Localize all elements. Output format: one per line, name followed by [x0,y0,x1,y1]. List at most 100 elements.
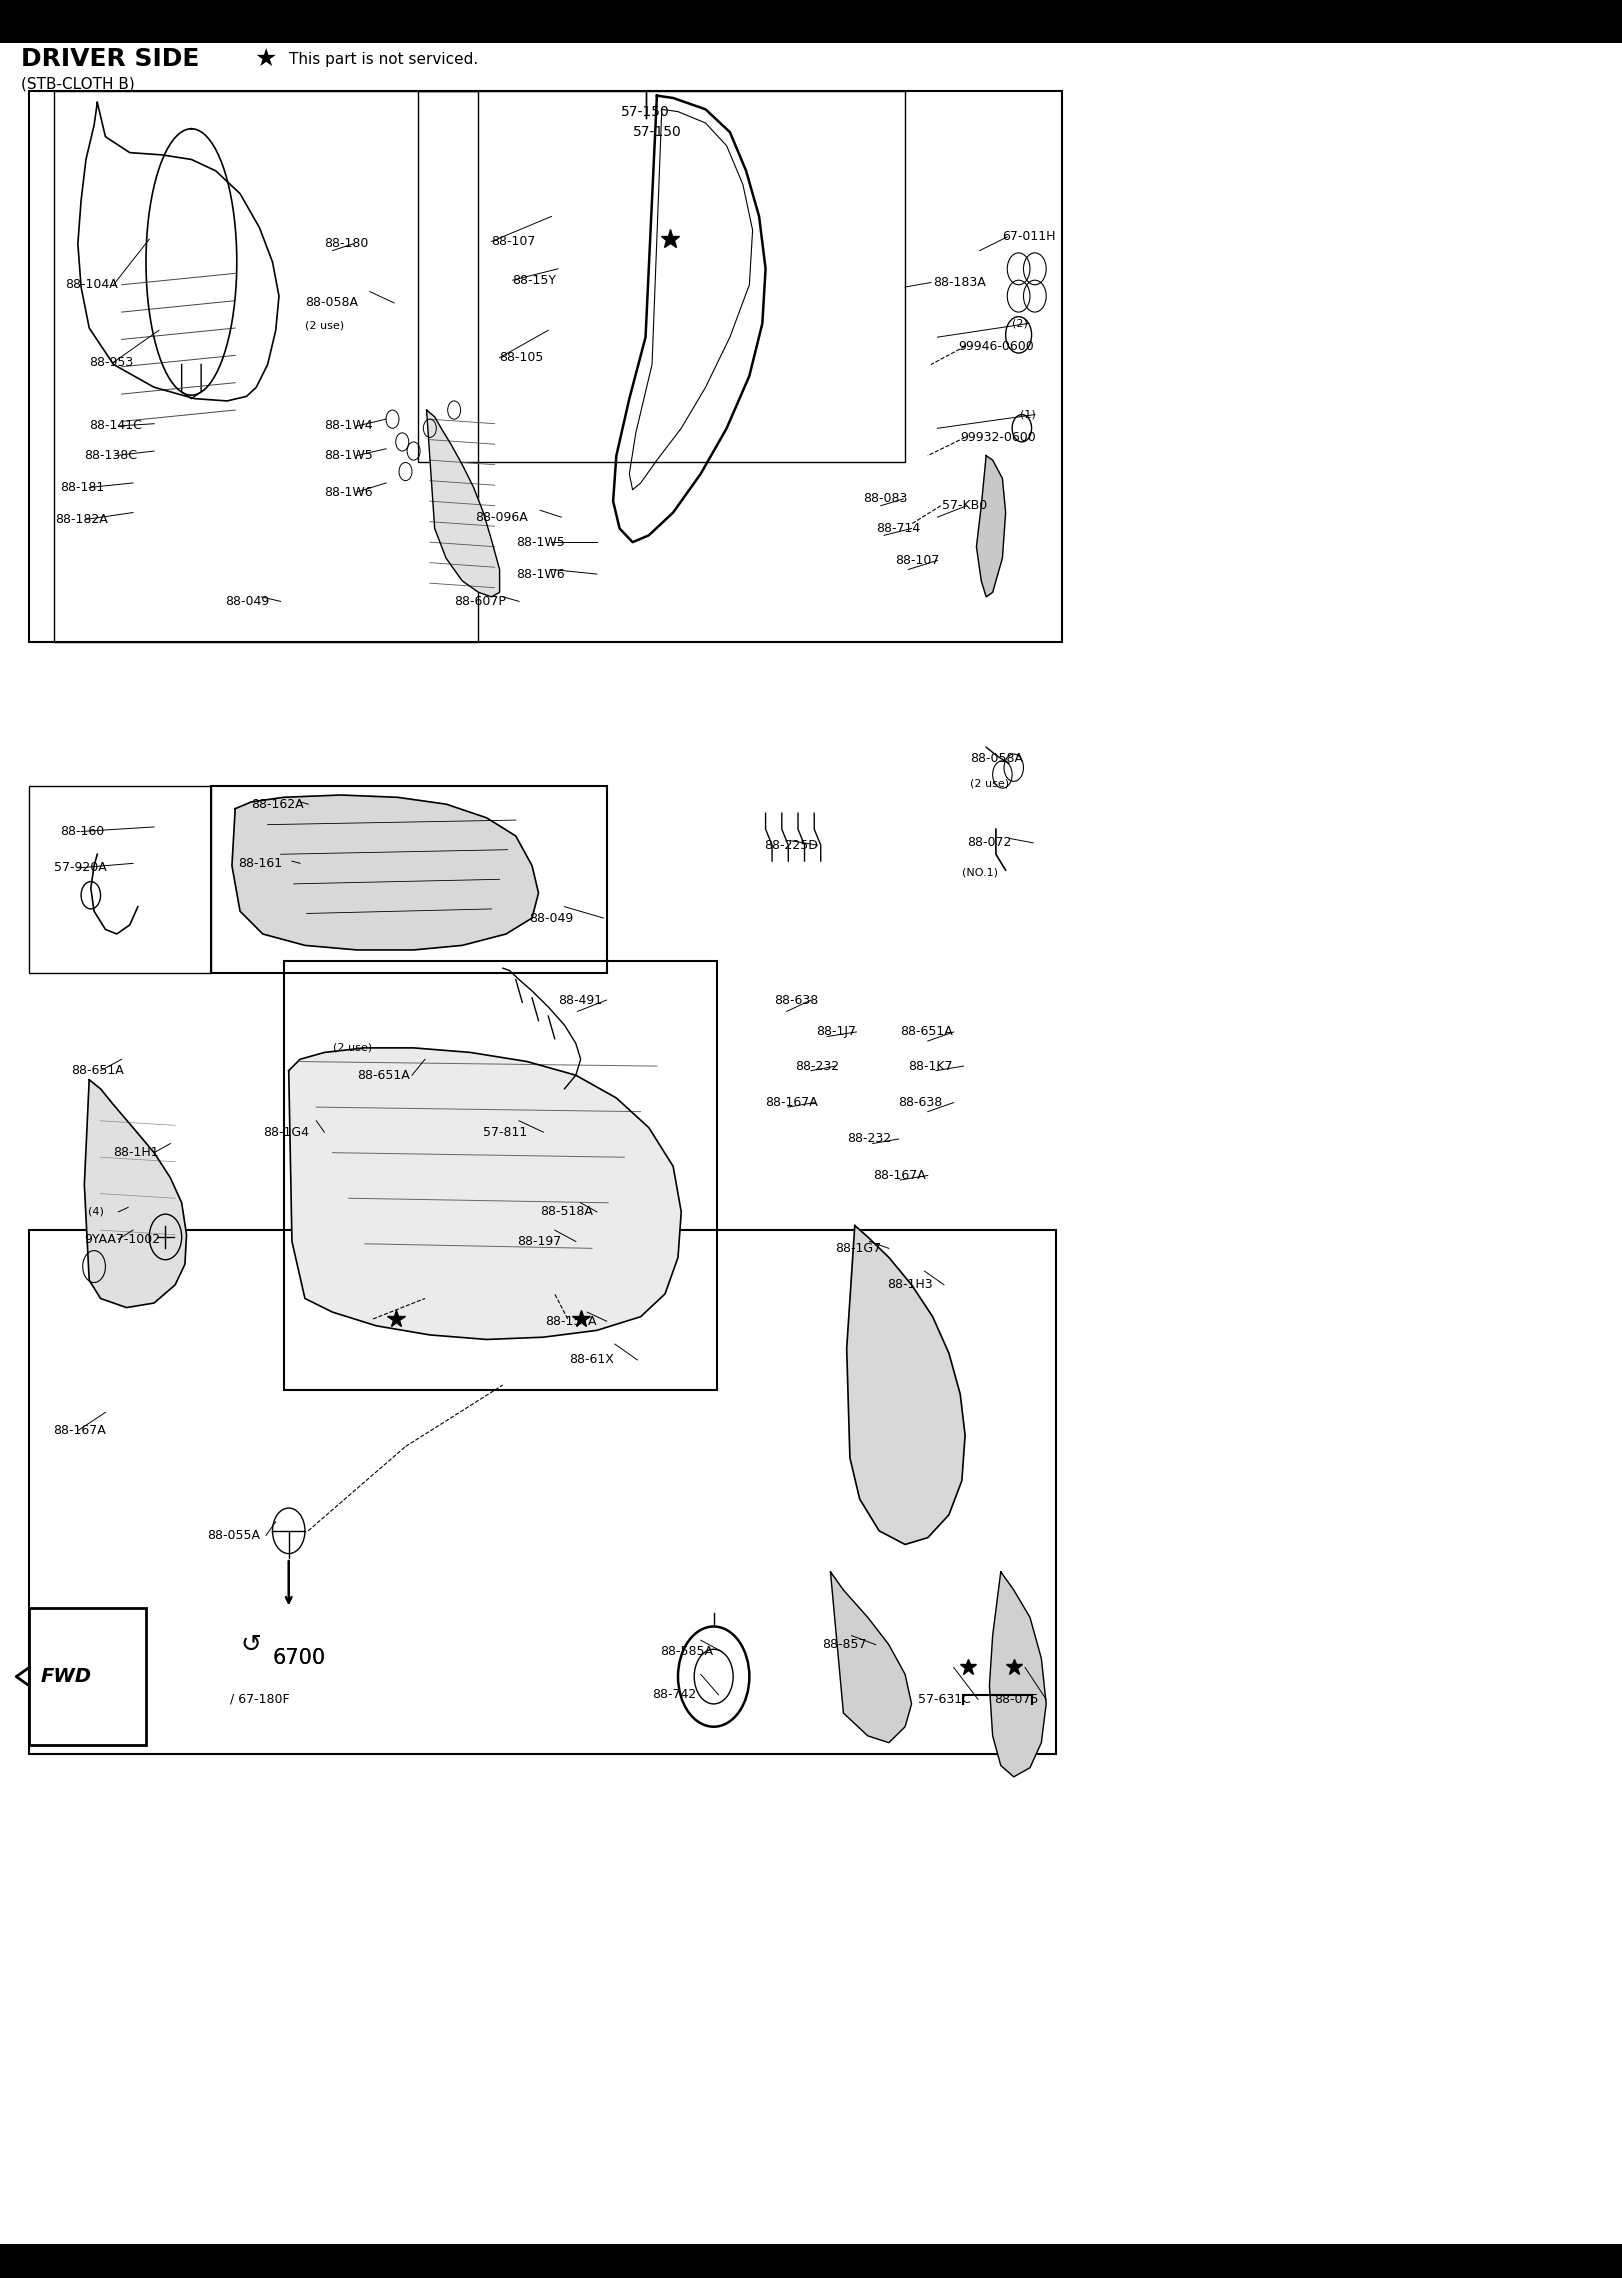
Text: ↺: ↺ [240,1633,261,1656]
Text: 88-049: 88-049 [529,911,573,925]
Text: 88-1W5: 88-1W5 [324,449,373,462]
Text: 99946-0600: 99946-0600 [959,339,1035,353]
Bar [29,91,1062,642]
Bar [29,786,211,973]
Text: 88-651A: 88-651A [357,1068,410,1082]
Text: 88-105: 88-105 [500,351,543,364]
Text: 88-1W6: 88-1W6 [324,485,373,499]
Text: 88-1W5: 88-1W5 [516,535,564,549]
Text: 88-167A: 88-167A [766,1096,819,1109]
Polygon shape [989,1572,1046,1777]
Text: 88-167A: 88-167A [54,1424,107,1437]
Bar [0,0,1622,43]
Text: (2): (2) [1012,319,1028,328]
Text: 88-1H1: 88-1H1 [114,1146,159,1160]
Text: 88-742: 88-742 [652,1688,696,1702]
Text: 88-107: 88-107 [895,554,939,567]
Text: 88-182A: 88-182A [55,513,109,526]
Bar [54,91,478,642]
Bar [29,1230,1056,1754]
Text: 88-049: 88-049 [225,595,269,608]
Text: 57-631C: 57-631C [918,1693,972,1706]
Text: 88-072: 88-072 [967,836,1011,850]
Text: 6700: 6700 [272,1649,326,1667]
Text: 88-1G7: 88-1G7 [835,1242,881,1255]
Text: 88-491: 88-491 [558,993,602,1007]
Text: 88-1J7: 88-1J7 [816,1025,856,1039]
Polygon shape [427,410,500,597]
Text: 57-150: 57-150 [621,105,670,118]
Text: DRIVER SIDE: DRIVER SIDE [21,48,200,71]
Text: 88-15Y: 88-15Y [513,273,556,287]
Text: 88-651A: 88-651A [71,1064,125,1077]
Text: (2 use): (2 use) [333,1043,371,1052]
Text: (2 use): (2 use) [305,321,344,330]
Text: 88-232: 88-232 [795,1059,839,1073]
Text: / 67-180F: / 67-180F [230,1693,290,1706]
Text: 57-KB0: 57-KB0 [942,499,988,513]
Bar [29,1608,146,1745]
Text: 88-232: 88-232 [847,1132,890,1146]
Polygon shape [84,1080,187,1308]
Bar [284,961,717,1390]
Text: 88-651A: 88-651A [900,1025,954,1039]
Text: 88-1K7: 88-1K7 [908,1059,952,1073]
Text: 6700: 6700 [272,1649,326,1667]
Text: 88-162A: 88-162A [251,797,303,811]
Text: 88-638: 88-638 [899,1096,942,1109]
Text: (NO.1): (NO.1) [962,868,998,877]
Text: 88-953: 88-953 [89,355,133,369]
Text: 88-180: 88-180 [324,237,368,251]
Text: 88-141C: 88-141C [89,419,143,433]
Text: FWD: FWD [41,1667,92,1686]
Text: 88-104A: 88-104A [65,278,118,292]
Text: 57-150: 57-150 [633,125,681,139]
Text: 88-518A: 88-518A [540,1205,594,1219]
Text: (2 use): (2 use) [970,779,1009,788]
Text: 57-811: 57-811 [483,1125,527,1139]
Polygon shape [976,456,1006,597]
Bar [418,91,905,462]
Text: 9YAA7-1002: 9YAA7-1002 [84,1232,161,1246]
Text: 88-1G4: 88-1G4 [263,1125,308,1139]
Polygon shape [232,795,539,950]
Text: 88-607P: 88-607P [454,595,506,608]
Text: 88-096A: 88-096A [475,510,529,524]
Text: 99932-0600: 99932-0600 [960,431,1036,444]
Text: 88-055A: 88-055A [208,1529,261,1542]
Text: ★: ★ [255,48,277,71]
Text: 88-167A: 88-167A [873,1169,926,1182]
Text: 88-225D: 88-225D [764,838,817,852]
Text: 67-011H: 67-011H [1002,230,1056,244]
Polygon shape [289,1048,681,1339]
Text: 88-083: 88-083 [863,492,907,506]
Polygon shape [830,1572,912,1743]
Text: 88-1W6: 88-1W6 [516,567,564,581]
Text: 88-1H3: 88-1H3 [887,1278,933,1292]
Text: (STB-CLOTH B): (STB-CLOTH B) [21,77,135,91]
Text: 88-15YA: 88-15YA [545,1314,597,1328]
Text: 88-161: 88-161 [238,857,282,870]
Text: This part is not serviced.: This part is not serviced. [289,52,478,66]
Text: 88-181: 88-181 [60,481,104,494]
Text: 88-638: 88-638 [774,993,817,1007]
Text: 88-183A: 88-183A [933,276,986,289]
Text: 88-075: 88-075 [994,1693,1038,1706]
Text: 88-058A: 88-058A [970,752,1023,765]
Text: 88-107: 88-107 [491,235,535,248]
Bar [211,786,607,973]
Text: 88-61X: 88-61X [569,1353,615,1367]
Text: 88-138C: 88-138C [84,449,138,462]
Bar [0,2244,1622,2278]
Text: 88-197: 88-197 [517,1235,561,1248]
Text: (4): (4) [88,1207,104,1216]
Text: 88-160: 88-160 [60,825,104,838]
Text: (1): (1) [1020,410,1036,419]
Polygon shape [847,1226,965,1544]
Text: 88-857: 88-857 [822,1638,866,1652]
Text: 88-1W4: 88-1W4 [324,419,373,433]
Text: 57-920A: 57-920A [54,861,107,875]
Text: 88-058A: 88-058A [305,296,358,310]
Text: 88-585A: 88-585A [660,1645,714,1658]
Text: 88-714: 88-714 [876,522,920,535]
